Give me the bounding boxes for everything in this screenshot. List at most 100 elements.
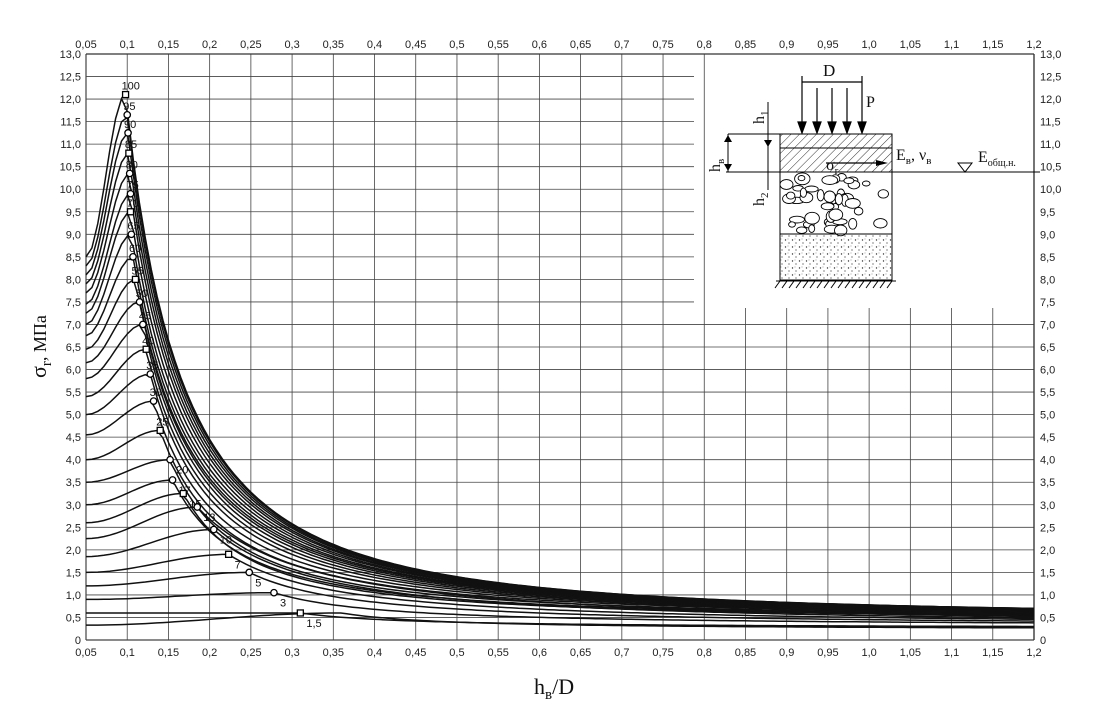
series-label: 95 <box>123 101 135 113</box>
gravel-stone <box>848 217 858 230</box>
x-tick-label-top: 0,65 <box>570 39 591 51</box>
ground-triangle <box>956 162 974 173</box>
peak-marker <box>224 550 233 559</box>
y-tick-label-left: 7,5 <box>66 297 81 309</box>
peak-marker <box>121 90 130 99</box>
gravel-stone <box>779 179 794 190</box>
y-tick-label-right: 11,5 <box>1040 117 1061 129</box>
y-tick-label-left: 3,0 <box>66 500 81 512</box>
series-label: 35 <box>146 360 158 372</box>
y-tick-label-right: 13,0 <box>1040 49 1061 61</box>
ground-tick <box>823 280 830 289</box>
label-h1-sub: 1 <box>759 111 771 117</box>
gravel-stone <box>808 224 816 233</box>
x-tick-label-top: 0,05 <box>75 39 96 51</box>
series-label: 85 <box>125 139 137 151</box>
peak-markers: 1009590858075706560555045403530252017151… <box>122 81 322 630</box>
series-line <box>86 591 1035 624</box>
gravel-stone <box>788 221 796 228</box>
peak-marker <box>124 129 132 137</box>
ground-tick <box>872 280 879 289</box>
y-tick-label-right: 1,0 <box>1040 590 1055 602</box>
x-tick-label-bottom: 1,2 <box>1026 647 1041 659</box>
series-line <box>85 553 1035 621</box>
gravel-stone <box>820 202 835 211</box>
y-tick-label-left: 9,0 <box>66 229 81 241</box>
y-tick-label-left: 0 <box>75 635 81 647</box>
y-tick-label-left: 5,0 <box>66 410 81 422</box>
label-h2: h2 <box>751 193 771 207</box>
gravel-stone <box>804 185 819 193</box>
gravel-stones <box>779 172 889 237</box>
x-tick-label-top: 1,0 <box>861 39 876 51</box>
gravel-stone <box>877 189 889 199</box>
top-layer <box>779 133 893 149</box>
x-tick-label-bottom: 1,05 <box>900 647 921 659</box>
x-tick-label-bottom: 1,15 <box>982 647 1003 659</box>
y-tick-label-right: 10,0 <box>1040 184 1061 196</box>
y-tick-label-left: 1,0 <box>66 590 81 602</box>
series-line <box>85 528 1035 619</box>
x-tick-label-bottom: 0,45 <box>405 647 426 659</box>
x-tick-label-bottom: 0,2 <box>202 647 217 659</box>
y-axis-title: σr, МПа <box>26 315 55 378</box>
ground-tick <box>865 280 872 289</box>
x-tick-label-bottom: 0,6 <box>532 647 547 659</box>
x-axis-main: h <box>534 674 545 699</box>
series-line <box>85 373 1035 613</box>
label-Ev: Eв, νв <box>896 147 931 167</box>
arrow-head <box>764 140 772 147</box>
y-tick-label-right: 5,5 <box>1040 387 1055 399</box>
gravel-stone <box>834 193 843 206</box>
x-tick-label-top: 0,35 <box>323 39 344 51</box>
y-tick-label-right: 8,0 <box>1040 274 1055 286</box>
curves <box>85 96 1035 629</box>
series-label: 25 <box>156 416 168 428</box>
y-tick-label-right: 2,0 <box>1040 545 1055 557</box>
gravel-stone <box>799 187 807 198</box>
y-axis-unit: , МПа <box>30 315 50 361</box>
x-tick-label-top: 0,1 <box>120 39 135 51</box>
series-label: 20 <box>176 465 188 477</box>
y-tick-label-right: 8,5 <box>1040 252 1055 264</box>
y-tick-label-left: 9,5 <box>66 207 81 219</box>
ground-tick <box>844 280 851 289</box>
peak-marker <box>209 525 218 534</box>
ground-tick <box>795 280 802 289</box>
gravel-stone <box>796 226 808 234</box>
ground-tick <box>802 280 809 289</box>
y-axis-symbol: σ <box>26 366 51 378</box>
x-tick-label-bottom: 0,35 <box>323 647 344 659</box>
x-axis-title: hв/D <box>534 674 574 703</box>
pavement-diagram: D P h1 hв h2 Eв, νв σr Eобщ.н. <box>707 61 1040 289</box>
ground-tick <box>879 280 886 289</box>
gravel-stone <box>789 215 805 224</box>
peak-marker <box>127 230 136 239</box>
x-tick-label-bottom: 0,5 <box>449 647 464 659</box>
x-tick-label-top: 0,15 <box>158 39 179 51</box>
arrow-head <box>724 164 732 171</box>
peak-marker <box>126 208 135 216</box>
y-tick-label-left: 6,5 <box>66 342 81 354</box>
x-axis-subscript: в <box>545 687 552 703</box>
peak-marker <box>179 489 187 498</box>
ground-tick <box>858 280 865 289</box>
gravel-stone <box>797 175 806 182</box>
x-tick-label-top: 0,95 <box>817 39 838 51</box>
peak-marker <box>245 568 254 577</box>
peak-marker <box>125 149 133 157</box>
peak-marker <box>135 298 144 306</box>
gravel-stone <box>861 180 871 187</box>
series-label: 65 <box>127 220 139 232</box>
series-line <box>85 479 1035 616</box>
series-label: 40 <box>142 335 154 347</box>
x-tick-label-top: 0,9 <box>779 39 794 51</box>
y-tick-label-left: 2,5 <box>66 522 81 534</box>
peak-marker <box>296 609 304 617</box>
sigma-arrow <box>876 160 888 166</box>
peak-marker <box>142 345 150 353</box>
y-tick-label-right: 0 <box>1040 635 1046 647</box>
y-tick-label-left: 6,0 <box>66 365 81 377</box>
y-tick-label-right: 4,5 <box>1040 432 1055 444</box>
